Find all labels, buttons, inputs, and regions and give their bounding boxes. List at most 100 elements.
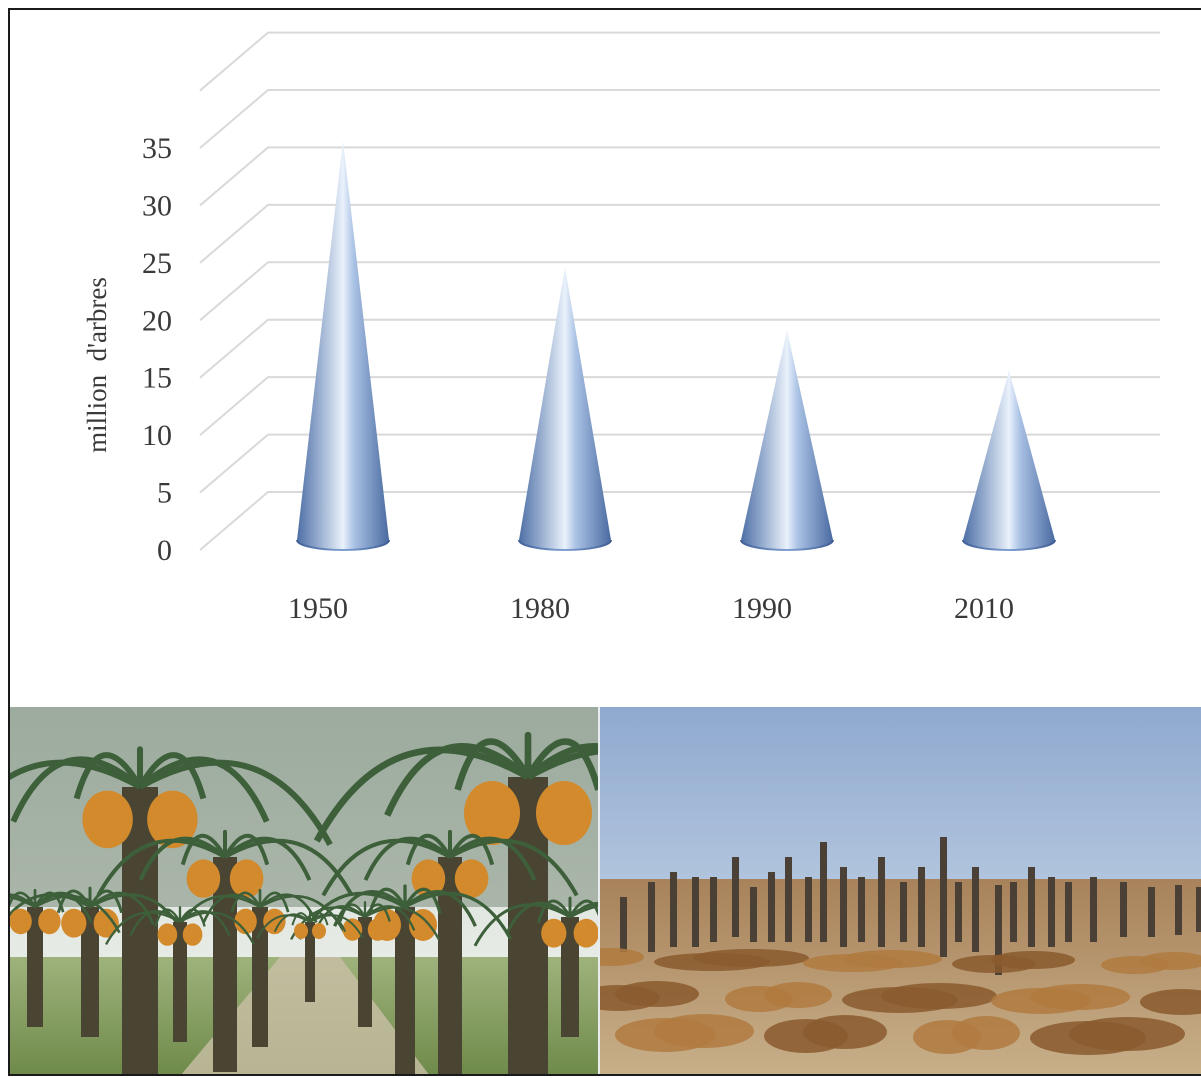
y-tick-label: 25	[142, 247, 172, 280]
dead-trunk	[648, 882, 655, 952]
date-bunch	[573, 918, 598, 948]
dead-trunk	[750, 887, 757, 942]
palm-frond	[138, 759, 333, 847]
palm-frond	[525, 742, 598, 780]
palm-frond	[309, 914, 364, 939]
palm-trunk	[213, 857, 237, 1072]
date-bunch	[464, 781, 520, 845]
dead-trunk	[900, 882, 907, 942]
palm-frond	[364, 906, 440, 940]
palm-trunk	[561, 917, 579, 1037]
gridline	[199, 318, 1160, 379]
dead-trunk	[1065, 882, 1072, 942]
date-bunch	[157, 923, 178, 946]
date-bunch	[10, 908, 32, 935]
figure-frame: 0 5 10 15 20 25 30 35 1950 1980 1990 2010 million …	[8, 8, 1201, 1076]
palm-trunk	[173, 922, 187, 1042]
photo-divider	[598, 707, 600, 1074]
palm-frond	[449, 838, 579, 897]
palm-frond	[202, 893, 261, 923]
date-bunch	[182, 923, 203, 946]
date-bunch	[82, 790, 133, 849]
date-bunch	[263, 908, 286, 935]
palm-frond	[10, 891, 37, 908]
dry-shrub	[1030, 1021, 1146, 1055]
palm-trunk	[81, 907, 99, 1037]
y-tick-label: 35	[142, 132, 172, 165]
palm-frond	[536, 899, 572, 924]
dead-trunk	[768, 872, 775, 942]
dead-trunk	[1048, 877, 1055, 947]
palm-frond	[405, 833, 452, 866]
gridline	[199, 433, 1160, 494]
palm-frond	[313, 746, 530, 843]
palm-frond	[256, 914, 311, 939]
dead-trunk	[1090, 877, 1097, 942]
gridline	[199, 31, 1160, 92]
palm-frond	[568, 899, 598, 918]
y-axis-label: million d'arbres	[82, 277, 112, 453]
palm-frond	[505, 901, 571, 935]
palm-frond	[10, 893, 36, 909]
cone-bar-1980	[518, 267, 612, 551]
palm-frond	[96, 838, 226, 897]
date-bunch	[234, 908, 257, 935]
y-tick-label: 15	[142, 362, 172, 395]
palm-frond	[569, 901, 598, 919]
dry-shrub	[1101, 956, 1169, 974]
gridline	[199, 203, 1160, 264]
palm-frond	[138, 836, 227, 881]
palm-trunk	[395, 907, 415, 1074]
dead-trunk	[940, 837, 947, 957]
palm-grove-photo	[10, 707, 598, 1074]
gridline	[199, 146, 1160, 207]
palm-frond	[73, 752, 143, 800]
dry-shrub	[842, 987, 958, 1013]
date-bunch	[38, 908, 61, 935]
y-tick-label: 20	[142, 304, 172, 337]
palm-frond	[291, 912, 311, 926]
dry-shrub	[725, 986, 793, 1012]
dead-trunk	[1120, 882, 1127, 937]
palm-frond	[384, 742, 531, 817]
dead-trunk	[878, 857, 885, 947]
date-bunch	[342, 918, 363, 941]
x-category-label: 2010	[954, 592, 1014, 625]
palm-frond	[137, 752, 207, 800]
palm-frond	[273, 913, 311, 933]
palm-trunk	[358, 917, 372, 1027]
dead-trunk	[918, 867, 925, 947]
palm-frond	[34, 894, 121, 934]
dead-trunk	[840, 867, 847, 947]
palm-frond	[33, 891, 65, 913]
dead-trunk	[692, 877, 699, 947]
x-category-label: 1990	[732, 592, 792, 625]
palm-frond	[10, 895, 36, 909]
dry-shrub	[615, 1018, 715, 1052]
palm-frond	[129, 910, 181, 936]
palm-trunk	[305, 922, 315, 1002]
palm-frond	[321, 838, 451, 897]
dry-shrub	[1140, 989, 1201, 1015]
cone-chart: 0 5 10 15 20 25 30 35 1950 1980 1990 2010 million …	[82, 31, 1160, 625]
palm-frond	[363, 903, 391, 922]
palm-frond	[404, 891, 513, 940]
palm-frond	[10, 759, 142, 790]
date-bunch	[454, 859, 489, 898]
dead-trunk	[620, 897, 627, 952]
palm-frond	[105, 911, 181, 945]
palm-frond	[569, 904, 598, 919]
palm-frond	[309, 912, 329, 926]
palm-frond	[333, 890, 407, 927]
gridline	[199, 376, 1160, 436]
date-bunch	[93, 908, 119, 938]
palm-frond	[403, 887, 442, 914]
date-bunch	[541, 918, 567, 948]
dry-shrub	[654, 953, 770, 971]
dead-trunk	[955, 882, 962, 942]
date-bunch	[367, 918, 388, 941]
palm-frond	[526, 747, 598, 780]
date-bunch	[61, 908, 87, 938]
gridline	[199, 89, 1160, 149]
x-category-label: 1980	[510, 592, 570, 625]
